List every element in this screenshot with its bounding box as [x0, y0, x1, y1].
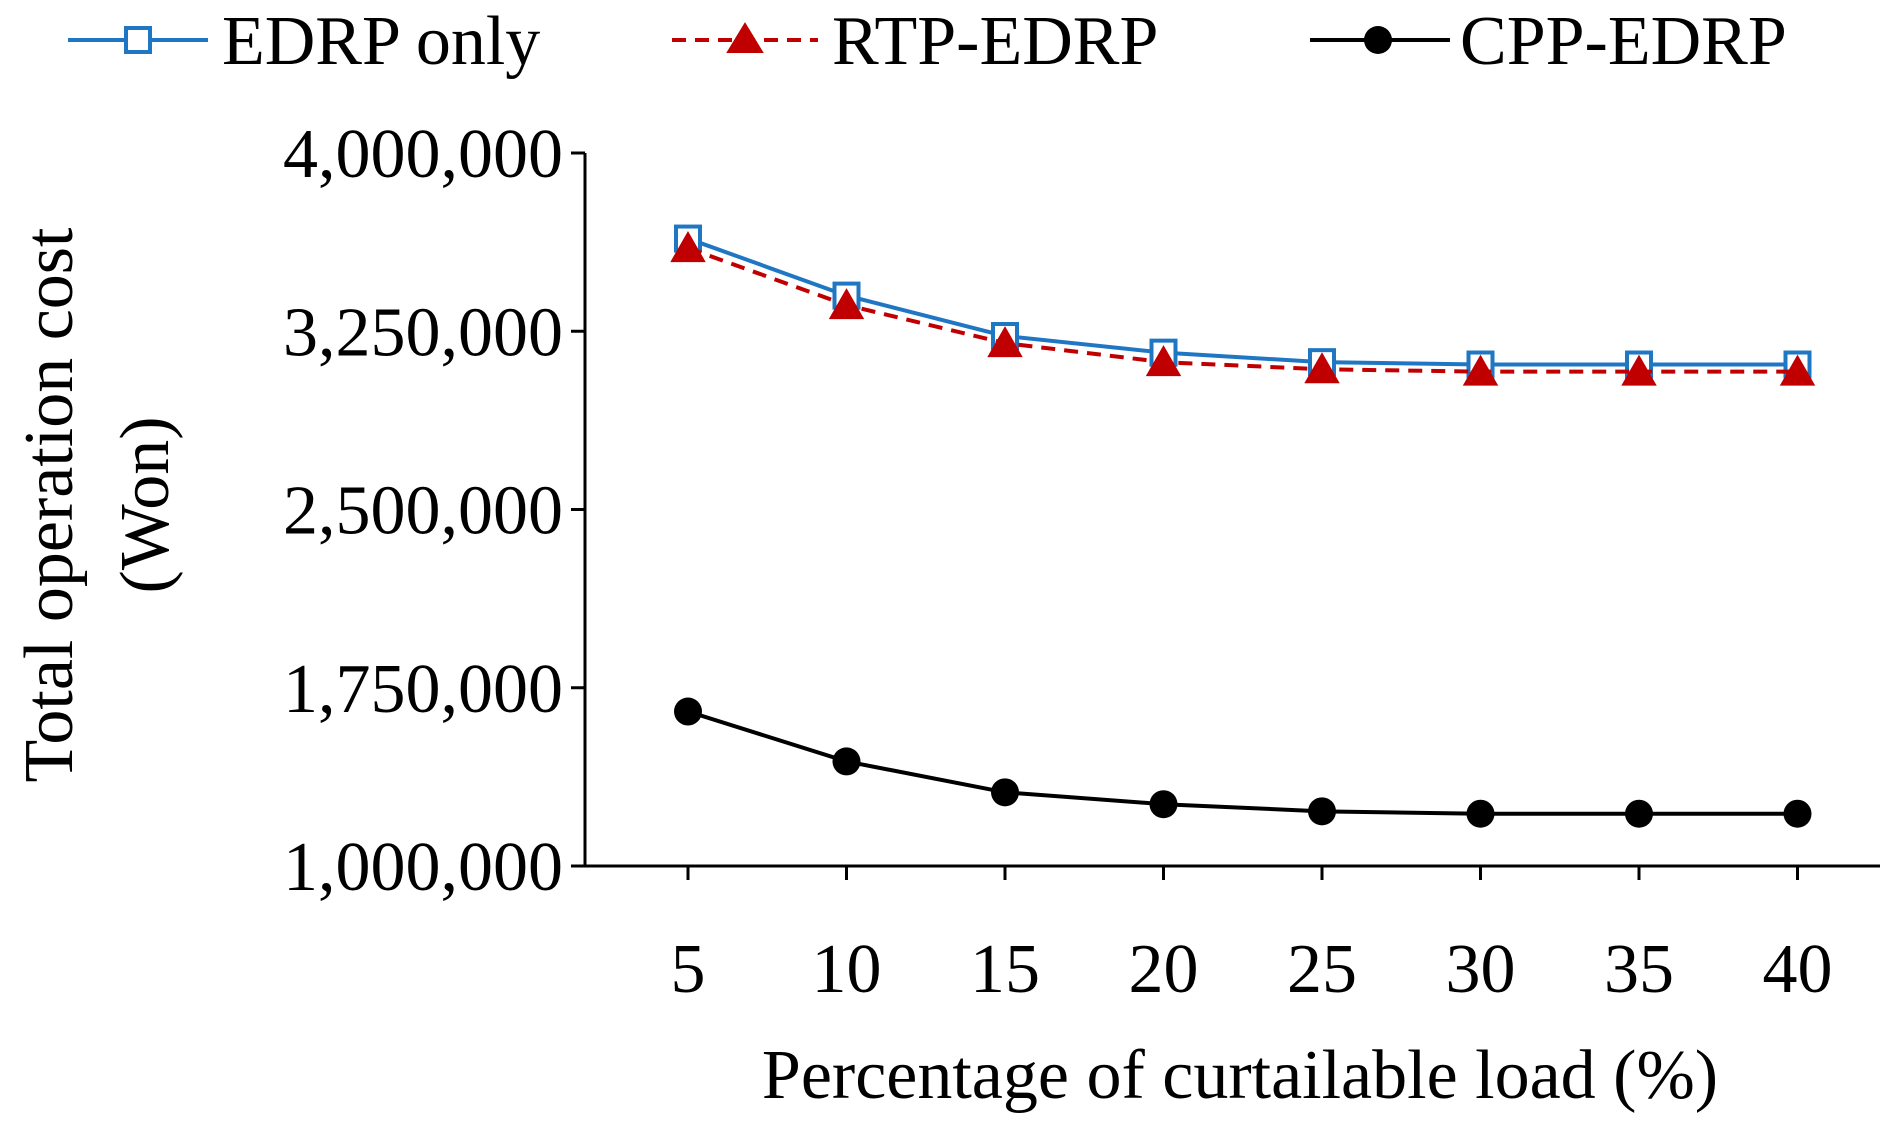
x-tick-label: 30	[1446, 931, 1516, 1008]
data-point-rtp-edrp	[1304, 352, 1340, 384]
legend-item-rtp-edrp: RTP-EDRP	[672, 3, 1158, 80]
legend-label-cpp-edrp: CPP-EDRP	[1460, 3, 1787, 80]
series-rtp-edrp	[670, 231, 1816, 386]
x-tick-label: 10	[812, 931, 882, 1008]
data-point-rtp-edrp	[1621, 354, 1657, 386]
legend-marker-cpp-edrp	[1364, 26, 1392, 54]
y-tick-label: 2,500,000	[283, 473, 563, 550]
data-point-cpp-edrp	[991, 778, 1019, 807]
data-point-rtp-edrp	[828, 288, 865, 320]
series-line-rtp-edrp	[687, 246, 1798, 374]
x-tick-label: 40	[1763, 931, 1833, 1008]
data-point-rtp-edrp	[1145, 345, 1182, 377]
y-axis-label-line2: (Won)	[107, 416, 184, 593]
data-point-cpp-edrp	[1625, 799, 1653, 828]
y-tick-label: 3,250,000	[283, 294, 563, 371]
data-point-cpp-edrp	[1308, 797, 1336, 826]
data-point-cpp-edrp	[674, 697, 702, 726]
series-layer	[670, 224, 1816, 828]
x-tick-label: 25	[1287, 931, 1357, 1008]
data-point-rtp-edrp	[1462, 354, 1499, 386]
y-tick-label: 1,000,000	[283, 829, 563, 906]
x-tick-label: 20	[1129, 931, 1199, 1008]
data-point-cpp-edrp	[1149, 790, 1178, 819]
data-point-rtp-edrp	[670, 231, 706, 263]
x-tick-label: 5	[671, 931, 706, 1008]
legend: EDRP only RTP-EDRP CPP-EDRP	[68, 3, 1787, 80]
x-tick-label: 35	[1604, 931, 1674, 1008]
legend-marker-rtp-edrp	[726, 22, 764, 53]
y-tick-label: 4,000,000	[283, 116, 563, 193]
data-point-cpp-edrp	[832, 747, 861, 776]
series-line-cpp-edrp	[687, 709, 1798, 816]
legend-label-rtp-edrp: RTP-EDRP	[832, 3, 1158, 80]
legend-marker-edrp-only	[124, 26, 152, 54]
legend-item-edrp-only: EDRP only	[68, 3, 540, 80]
legend-item-cpp-edrp: CPP-EDRP	[1310, 3, 1787, 80]
data-point-cpp-edrp	[1466, 799, 1495, 828]
axes: 1,000,000 1,750,000 2,500,000 3,250,000 4,00…	[283, 116, 1880, 1008]
data-point-cpp-edrp	[1783, 799, 1812, 828]
data-point-rtp-edrp	[1779, 354, 1816, 386]
series-cpp-edrp	[674, 697, 1812, 828]
data-point-rtp-edrp	[987, 326, 1023, 358]
x-tick-label: 15	[970, 931, 1040, 1008]
y-axis-label-line1: Total operation cost	[11, 227, 88, 782]
series-line-edrp-only	[687, 236, 1798, 367]
legend-label-edrp-only: EDRP only	[222, 3, 540, 80]
y-tick-label: 1,750,000	[283, 651, 563, 728]
x-axis-label: Percentage of curtailable load (%)	[762, 1037, 1718, 1114]
